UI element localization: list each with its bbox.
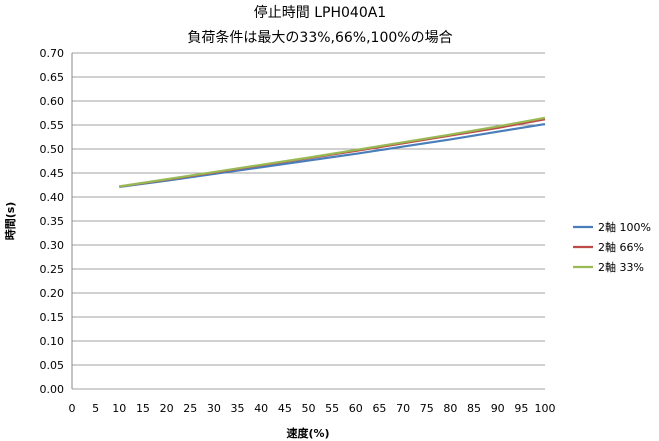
x-tick-label: 45 — [278, 402, 292, 415]
x-tick-label: 55 — [325, 402, 339, 415]
chart-title: 停止時間 LPH040A1 — [254, 4, 386, 21]
series-line — [119, 122, 546, 189]
x-tick-label: 0 — [69, 402, 76, 415]
x-tick-label: 40 — [254, 402, 268, 415]
y-tick-label: 0.10 — [40, 335, 65, 348]
y-tick-label: 0.05 — [40, 359, 65, 372]
x-tick-label: 60 — [349, 402, 363, 415]
y-tick-label: 0.50 — [40, 143, 65, 156]
x-tick-label: 100 — [535, 402, 556, 415]
y-tick-label: 0.60 — [40, 95, 65, 108]
x-tick-label: 35 — [231, 402, 245, 415]
y-tick-label: 0.40 — [40, 191, 65, 204]
y-tick-label: 0.45 — [40, 167, 65, 180]
x-axis-label: 速度(%) — [286, 426, 329, 440]
y-tick-label: 0.25 — [40, 263, 65, 276]
x-tick-label: 85 — [467, 402, 481, 415]
y-tick-label: 0.30 — [40, 239, 65, 252]
legend-label: 2軸 100% — [598, 220, 651, 234]
y-tick-label: 0.35 — [40, 215, 65, 228]
x-tick-label: 50 — [302, 402, 316, 415]
series-line — [119, 116, 546, 188]
y-tick-label: 0.70 — [40, 47, 65, 60]
y-tick-label: 0.65 — [40, 71, 65, 84]
x-tick-label: 20 — [160, 402, 174, 415]
x-tick-label: 65 — [372, 402, 386, 415]
legend-label: 2軸 33% — [598, 260, 644, 274]
y-tick-label: 0.20 — [40, 287, 65, 300]
x-tick-label: 5 — [92, 402, 99, 415]
x-tick-label: 10 — [112, 402, 126, 415]
x-tick-label: 25 — [183, 402, 197, 415]
y-axis-label: 時間(s) — [3, 202, 17, 241]
x-tick-label: 90 — [491, 402, 505, 415]
legend-label: 2軸 66% — [598, 240, 644, 254]
x-tick-label: 95 — [514, 402, 528, 415]
x-tick-label: 70 — [396, 402, 410, 415]
x-tick-label: 15 — [136, 402, 150, 415]
y-tick-label: 0.55 — [40, 119, 65, 132]
x-tick-label: 75 — [420, 402, 434, 415]
y-tick-label: 0.15 — [40, 311, 65, 324]
chart-subtitle: 負荷条件は最大の33%,66%,100%の場合 — [187, 29, 452, 46]
x-tick-label: 80 — [443, 402, 457, 415]
y-tick-label: 0.00 — [40, 383, 65, 396]
x-tick-label: 30 — [207, 402, 221, 415]
